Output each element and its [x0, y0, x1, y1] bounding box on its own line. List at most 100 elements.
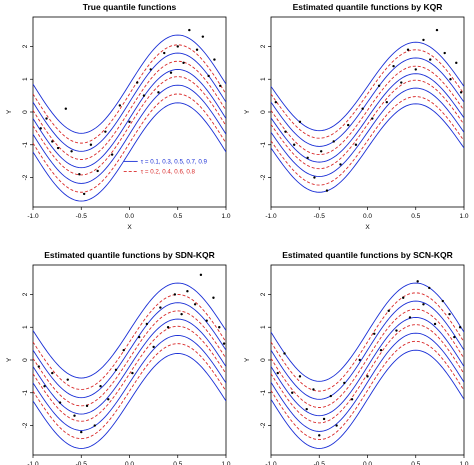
data-point [441, 299, 444, 303]
data-point [157, 91, 160, 94]
x-tick-label: 0.5 [411, 213, 420, 220]
x-tick-label: 0.0 [363, 461, 372, 465]
quantile-curve-tau-0.7 [271, 300, 464, 400]
quantile-curve-tau-0.8 [33, 44, 226, 144]
legend: τ = 0.1, 0.3, 0.5, 0.7, 0.9 τ = 0.2, 0.4,… [123, 158, 208, 175]
y-tick-label: -2 [22, 174, 29, 180]
data-point [82, 192, 86, 196]
data-point [429, 58, 432, 61]
data-point [435, 28, 439, 32]
data-point [186, 290, 189, 293]
data-point [274, 100, 278, 104]
data-point [458, 326, 462, 329]
data-point [291, 391, 294, 394]
data-point [104, 130, 107, 133]
quantile-curve-tau-0.8 [271, 49, 464, 139]
data-point [377, 84, 381, 87]
y-axis-label: Y [244, 357, 251, 362]
quantile-curve-tau-0.7 [271, 57, 464, 147]
y-tick-label: -1 [260, 141, 267, 147]
quantile-curve-tau-0.5 [271, 73, 464, 163]
quantile-curve-tau-0.5 [33, 318, 226, 415]
quantile-curve-tau-0.9 [271, 41, 464, 132]
data-point [145, 322, 149, 326]
data-point [136, 81, 139, 84]
quantile-curve-tau-0.6 [33, 60, 226, 160]
quantile-curve-tau-0.2 [33, 343, 226, 440]
data-point [387, 309, 390, 313]
data-point [392, 64, 395, 68]
data-point [361, 107, 364, 110]
data-point [152, 345, 155, 349]
quantile-curve-tau-0.8 [271, 292, 464, 392]
data-point [371, 117, 374, 120]
data-point [188, 28, 191, 32]
data-point [182, 61, 185, 65]
quantile-curve-tau-0.9 [33, 282, 226, 379]
data-point [292, 143, 296, 146]
data-point [96, 169, 99, 173]
x-tick-label: -0.5 [314, 213, 326, 220]
data-point [339, 163, 342, 166]
data-point [416, 280, 419, 283]
data-point [332, 140, 335, 143]
data-point [219, 84, 222, 87]
x-tick-label: 1.0 [221, 213, 230, 220]
data-point [395, 329, 398, 332]
x-tick-label: 0.0 [125, 461, 134, 465]
chart-title: Estimated quantile functions by SDN-KQR [44, 250, 215, 260]
data-point [169, 71, 173, 74]
data-point [107, 398, 110, 401]
data-point [73, 414, 76, 417]
data-point [205, 319, 208, 322]
data-point [80, 430, 83, 434]
chart-title: True quantile functions [83, 2, 177, 12]
data-point [66, 378, 69, 381]
y-tick-label: 0 [260, 110, 267, 114]
quantile-curve-tau-0.2 [33, 93, 226, 193]
y-tick-label: -2 [260, 422, 267, 428]
data-point [313, 176, 316, 179]
x-tick-label: -0.5 [76, 461, 88, 465]
x-axis-label: X [365, 224, 370, 231]
data-point [306, 156, 309, 160]
y-tick-label: -2 [260, 174, 267, 180]
data-point [137, 335, 141, 339]
data-point [449, 78, 452, 81]
data-point [64, 107, 68, 110]
data-point [51, 371, 54, 375]
y-tick-label: 1 [260, 325, 267, 329]
data-point [85, 404, 89, 408]
data-point [422, 38, 425, 42]
data-point [199, 273, 203, 277]
data-point [422, 303, 425, 306]
data-point [385, 100, 388, 104]
y-tick-label: -1 [260, 389, 267, 395]
data-point [58, 401, 62, 404]
quantile-curve-tau-0.4 [271, 324, 464, 424]
chart-panel-2: Estimated quantile functions by KQR -1.0 -… [244, 2, 469, 231]
data-point [99, 385, 102, 388]
y-tick-label: 0 [22, 110, 29, 114]
x-tick-label: 0.5 [411, 461, 420, 465]
data-point [70, 150, 73, 153]
data-point [347, 123, 350, 127]
y-tick-label: 0 [22, 358, 29, 362]
chart-panel-3: Estimated quantile functions by SDN-KQR -… [6, 250, 231, 465]
y-tick-label: 2 [22, 44, 29, 48]
data-point [448, 312, 451, 316]
x-tick-label: -1.0 [265, 461, 277, 465]
x-tick-label: 0.0 [363, 213, 372, 220]
data-point [39, 127, 42, 130]
y-tick-label: 1 [22, 77, 29, 81]
x-tick-label: 0.5 [173, 461, 182, 465]
data-point [318, 434, 321, 437]
data-point [298, 120, 302, 124]
quantile-curve-tau-0.6 [271, 65, 464, 156]
data-point [89, 143, 93, 146]
y-tick-label: 1 [260, 77, 267, 81]
data-point [212, 296, 215, 299]
x-tick-label: 1.0 [459, 461, 468, 465]
quantile-curve-tau-0.6 [271, 308, 464, 408]
data-point [149, 68, 152, 71]
